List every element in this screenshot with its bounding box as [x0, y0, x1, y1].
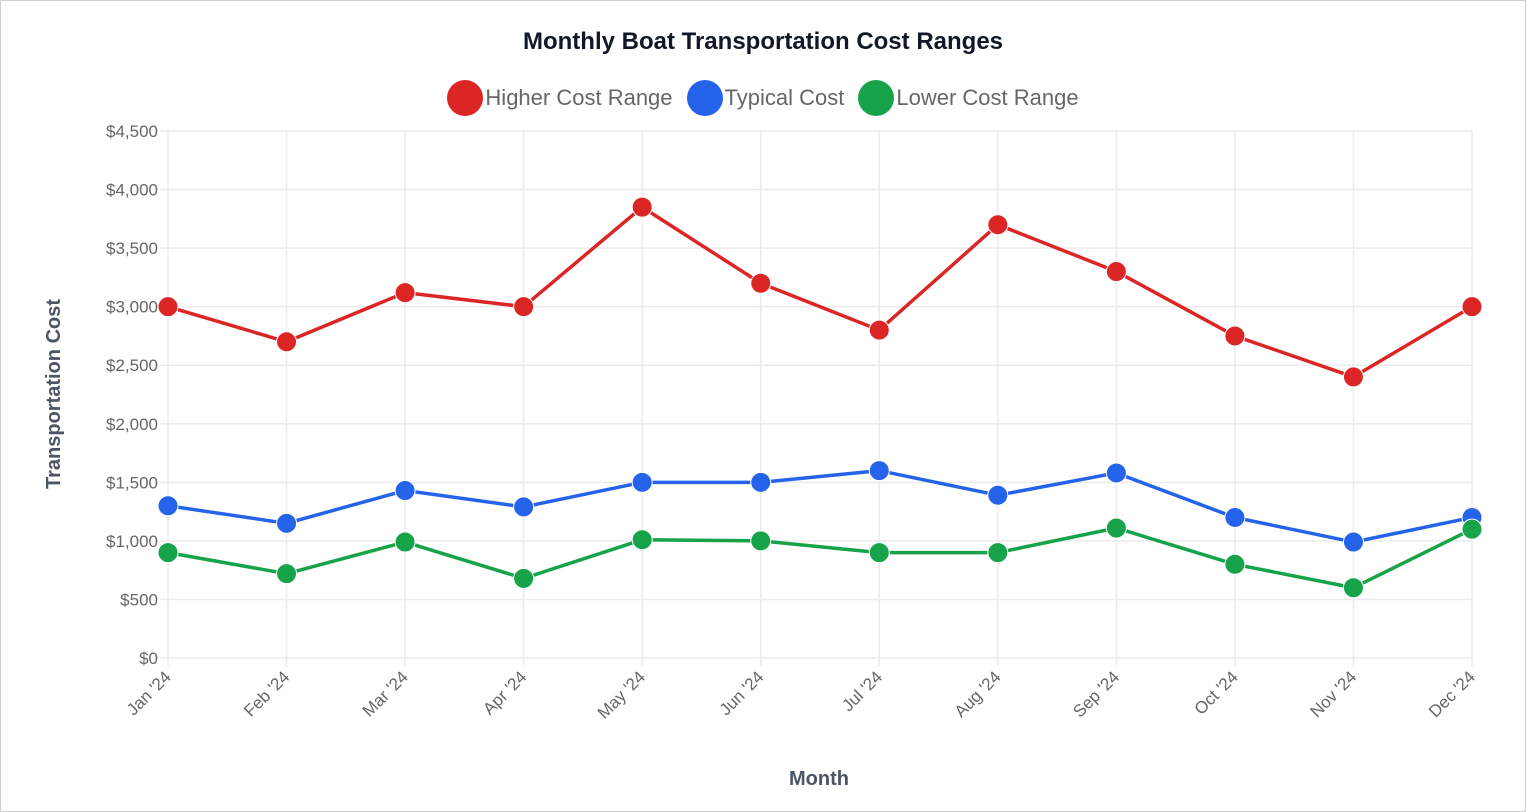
- data-point-typical-cost[interactable]: [1342, 531, 1364, 553]
- y-axis-title: Transportation Cost: [43, 299, 65, 489]
- data-point-typical-cost[interactable]: [276, 512, 298, 534]
- series-line-lower-cost-range: [167, 526, 1473, 590]
- data-point-typical-cost[interactable]: [394, 480, 416, 502]
- legend-swatch-lower-cost: [858, 80, 895, 116]
- y-tick-label: $4,500: [106, 122, 158, 141]
- data-point-higher-cost-range[interactable]: [513, 296, 535, 318]
- chart-title: Monthly Boat Transportation Cost Ranges: [522, 28, 1004, 55]
- data-point-lower-cost-range[interactable]: [1342, 577, 1364, 599]
- data-point-higher-cost-range[interactable]: [1461, 296, 1483, 318]
- x-tick-label: Jan '24: [123, 667, 175, 719]
- x-tick-label: Aug '24: [951, 667, 1005, 721]
- data-point-higher-cost-range[interactable]: [394, 282, 416, 304]
- data-point-higher-cost-range[interactable]: [631, 196, 653, 218]
- data-point-lower-cost-range[interactable]: [276, 563, 298, 585]
- data-point-lower-cost-range[interactable]: [513, 567, 535, 589]
- y-tick-label: $3,000: [106, 298, 158, 317]
- data-point-typical-cost[interactable]: [987, 484, 1009, 506]
- data-point-lower-cost-range[interactable]: [157, 542, 179, 564]
- axes: $0 $500 $1,000 $1,500 $2,000 $2,500 $3,000 $3,5…: [106, 122, 1479, 723]
- data-point-higher-cost-range[interactable]: [157, 296, 179, 318]
- x-tick-label: May '24: [594, 667, 649, 722]
- legend-item-lower-cost[interactable]: Lower Cost Range: [858, 80, 1079, 116]
- y-tick-label: $0: [139, 649, 158, 668]
- data-point-typical-cost[interactable]: [513, 496, 535, 518]
- chart-legend: Higher Cost Range Typical Cost Lower Cos…: [0, 80, 1526, 116]
- legend-label-typical-cost: Typical Cost: [724, 85, 845, 110]
- x-tick-label: Sep '24: [1069, 667, 1123, 721]
- data-point-higher-cost-range[interactable]: [1224, 325, 1246, 347]
- legend-item-typical-cost[interactable]: Typical Cost: [686, 80, 845, 116]
- x-tick-label: Dec '24: [1425, 667, 1479, 721]
- y-tick-label: $500: [120, 590, 158, 609]
- data-point-higher-cost-range[interactable]: [987, 214, 1009, 236]
- series-line-higher-cost-range: [167, 205, 1473, 379]
- y-tick-label: $1,000: [106, 532, 158, 551]
- legend-label-higher-cost: Higher Cost Range: [485, 85, 673, 110]
- data-point-higher-cost-range[interactable]: [276, 331, 298, 353]
- legend-label-lower-cost: Lower Cost Range: [896, 85, 1079, 110]
- data-point-typical-cost[interactable]: [1224, 506, 1246, 528]
- x-tick-label: Feb '24: [240, 667, 293, 720]
- x-tick-label: Nov '24: [1306, 667, 1360, 721]
- data-point-higher-cost-range[interactable]: [1342, 366, 1364, 388]
- data-point-lower-cost-range[interactable]: [394, 531, 416, 553]
- data-point-higher-cost-range[interactable]: [1105, 261, 1127, 283]
- x-tick-label: Jun '24: [716, 667, 768, 719]
- grid-lines: [160, 130, 1473, 666]
- data-point-lower-cost-range[interactable]: [987, 542, 1009, 564]
- series-lines: [167, 205, 1473, 590]
- data-point-lower-cost-range[interactable]: [631, 529, 653, 551]
- data-point-typical-cost[interactable]: [868, 460, 890, 482]
- y-tick-label: $1,500: [106, 473, 158, 492]
- legend-swatch-higher-cost: [447, 80, 484, 116]
- data-point-lower-cost-range[interactable]: [750, 530, 772, 552]
- y-tick-label: $2,000: [106, 415, 158, 434]
- data-point-typical-cost[interactable]: [631, 471, 653, 493]
- y-tick-label: $3,500: [106, 239, 158, 258]
- y-tick-label: $2,500: [106, 356, 158, 375]
- x-tick-label: Mar '24: [359, 667, 412, 720]
- data-point-higher-cost-range[interactable]: [868, 319, 890, 341]
- y-tick-label: $4,000: [106, 181, 158, 200]
- data-point-lower-cost-range[interactable]: [1224, 553, 1246, 575]
- data-point-typical-cost[interactable]: [157, 495, 179, 517]
- x-axis-title: Month: [789, 768, 849, 790]
- x-tick-label: Oct '24: [1191, 667, 1242, 718]
- data-point-lower-cost-range[interactable]: [1461, 518, 1483, 540]
- series-points: [157, 196, 1483, 599]
- data-point-typical-cost[interactable]: [1105, 462, 1127, 484]
- series-line-typical-cost: [167, 468, 1473, 544]
- x-tick-label: Jul '24: [838, 667, 886, 715]
- legend-item-higher-cost[interactable]: Higher Cost Range: [447, 80, 673, 116]
- legend-swatch-typical-cost: [686, 80, 723, 116]
- data-point-lower-cost-range[interactable]: [1105, 517, 1127, 539]
- data-point-lower-cost-range[interactable]: [868, 542, 890, 564]
- data-point-typical-cost[interactable]: [750, 471, 772, 493]
- x-tick-label: Apr '24: [479, 667, 530, 718]
- data-point-higher-cost-range[interactable]: [750, 272, 772, 294]
